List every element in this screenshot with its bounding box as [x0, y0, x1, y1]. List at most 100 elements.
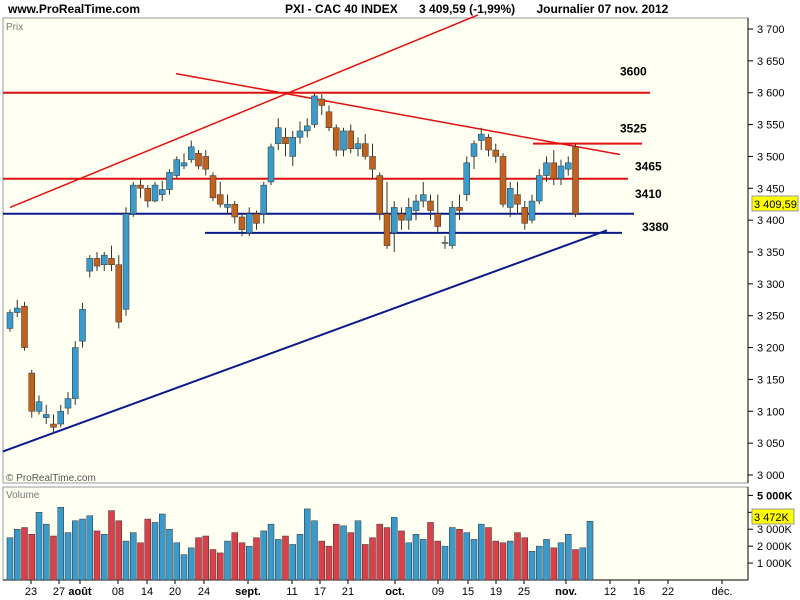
period-date: Journalier 07 nov. 2012 [536, 2, 669, 16]
x-tick-label: août [68, 586, 92, 598]
volume-bar [383, 527, 391, 581]
volume-bar [420, 539, 427, 581]
candle-body [333, 127, 340, 151]
candle-body [536, 175, 543, 202]
candle-body [122, 213, 130, 310]
volume-bar [57, 506, 64, 581]
volume-bar [296, 534, 304, 581]
volume-bar [43, 523, 50, 581]
volume-bar [565, 534, 572, 581]
candle-body [267, 146, 275, 183]
volume-bar [246, 545, 253, 581]
candle-body [304, 125, 311, 132]
last-volume-tag-text: 3 472K [754, 512, 790, 524]
last-price-tag-text: 3 409,59 [754, 199, 797, 211]
price-y-axis: 3 000 3 050 3 100 3 150 3 200 3 250 3 300 3 350… [747, 18, 785, 483]
last-volume-tag-bg [751, 508, 795, 525]
candle-body [412, 200, 420, 211]
last-price-tag: 3 409,59 [751, 195, 799, 212]
candle-body [463, 162, 470, 195]
volume-bar [115, 520, 122, 581]
volume-y-tick-label: 2 000K [757, 541, 793, 553]
volume-bar [267, 523, 275, 581]
candle-body [405, 207, 412, 221]
volume-bar [79, 518, 86, 581]
level-label: 3410 [635, 187, 662, 201]
price-y-tick-label: 3 300 [757, 279, 785, 291]
candle-body [275, 127, 282, 144]
candle-body [246, 213, 253, 234]
price-y-tick-label: 3 200 [757, 343, 785, 355]
volume-bar [195, 537, 202, 581]
candle-body [478, 133, 485, 141]
x-tick-label: 08 [112, 586, 124, 598]
price-y-tick-label: 3 550 [757, 120, 785, 132]
candle-body [434, 213, 441, 227]
volume-bar [412, 534, 420, 581]
price-panel-label: Prix [6, 22, 23, 33]
price-y-tick-label: 3 000 [757, 470, 785, 482]
candle-body [398, 213, 405, 221]
x-tick-label: 14 [141, 586, 153, 598]
volume-bar [122, 540, 130, 581]
x-tick-label: 27 [53, 586, 65, 598]
volume-bar [521, 537, 528, 581]
volume-bar [340, 525, 347, 581]
last-price-tag-bg [751, 195, 799, 212]
volume-bar [275, 539, 282, 581]
candle-body [449, 207, 456, 246]
candle-body [289, 137, 296, 157]
candle-body [456, 207, 463, 211]
volume-y-tick-label: 3 000K [757, 524, 793, 536]
x-tick-label: 12 [604, 586, 616, 598]
candle-body [550, 162, 557, 179]
candle-body [166, 172, 173, 190]
candle-body [485, 137, 492, 151]
volume-bar [347, 532, 354, 581]
volume-bar [101, 534, 108, 581]
candle-body [209, 175, 217, 199]
symbol-name: PXI - CAC 40 INDEX [285, 2, 398, 16]
candle-body [79, 309, 86, 342]
site-name[interactable]: www.ProRealTime.com [8, 2, 141, 16]
volume-bar [427, 522, 434, 581]
candle-body [565, 162, 572, 170]
x-tick-label: 17 [314, 586, 326, 598]
candle-body [260, 184, 267, 215]
volume-bar [398, 530, 405, 581]
candle-body [420, 194, 427, 202]
volume-bar [492, 540, 499, 581]
volume-bar [528, 550, 536, 581]
candlestick-series [6, 92, 579, 434]
candle-body [101, 254, 108, 265]
price-y-tick-label: 3 100 [757, 406, 785, 418]
volume-bar [456, 528, 463, 581]
x-tick-label: 11 [286, 586, 297, 598]
candle-body [507, 188, 514, 208]
price-y-tick-label: 3 500 [757, 151, 785, 163]
falling-trend-line [175, 72, 621, 156]
candle-body [282, 137, 289, 144]
candle-body [521, 207, 528, 224]
x-tick-label: 21 [342, 586, 354, 598]
candle-body [470, 143, 478, 157]
candle-body [224, 203, 231, 208]
rising-channel-line [9, 14, 479, 209]
volume-bar [470, 539, 478, 581]
volume-bar [188, 547, 195, 581]
volume-bar [137, 542, 144, 581]
x-tick-label: 23 [25, 586, 37, 598]
candle-body [217, 194, 224, 205]
price-y-tick-label: 3 150 [757, 374, 785, 386]
x-tick-label: 09 [432, 586, 444, 598]
x-tick-label: sept. [235, 586, 261, 598]
price-y-tick-label: 3 400 [757, 215, 785, 227]
x-axis: 23 27 août 08 14 20 24 sept. 11 17 21 oct. 09 15 19 25 n… [3, 579, 748, 598]
volume-bar [238, 542, 246, 581]
volume-bar [144, 518, 151, 581]
candle-body [354, 143, 362, 150]
candle-body [528, 200, 536, 221]
candle-body [195, 152, 202, 167]
volume-bar [499, 542, 507, 581]
